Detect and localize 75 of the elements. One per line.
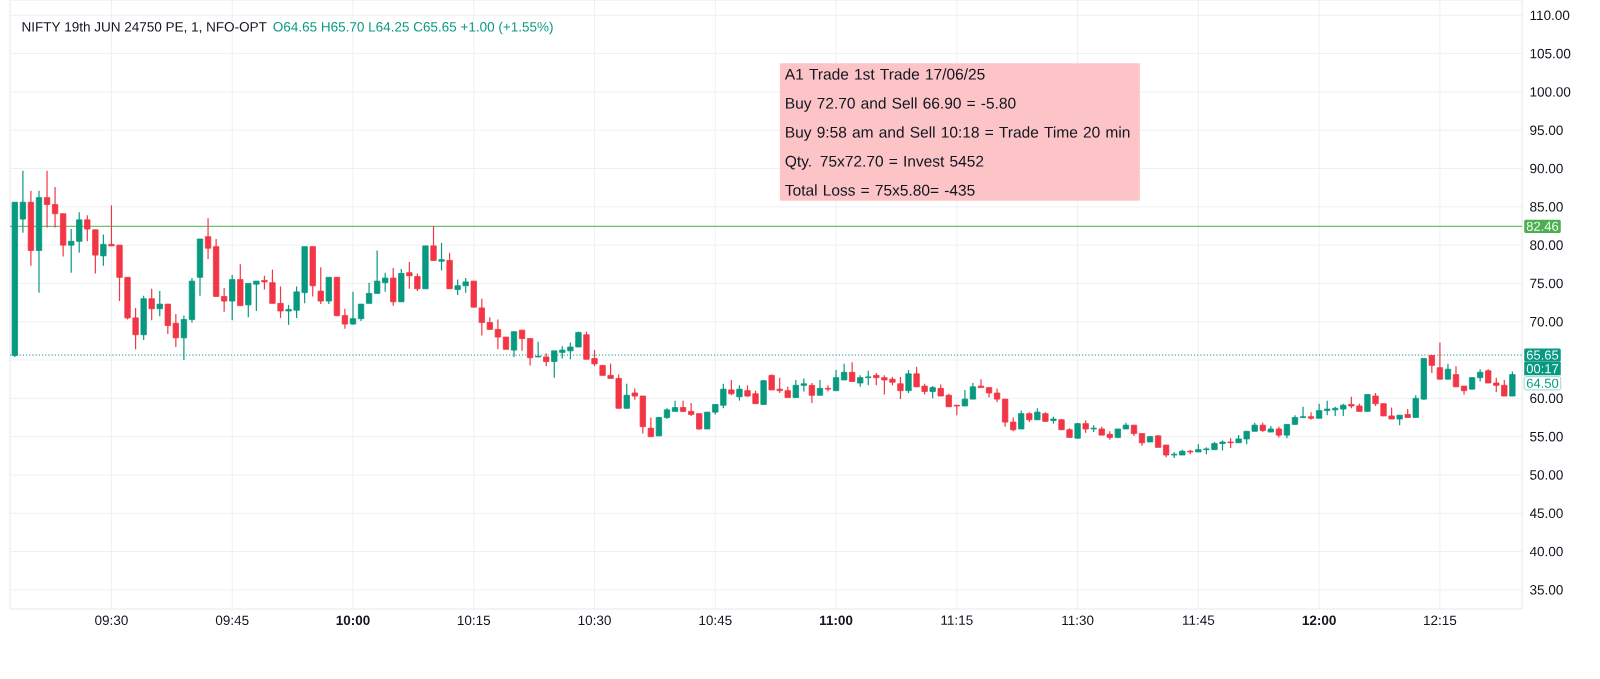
candlestick — [317, 266, 324, 305]
x-tick-label: 11:30 — [1062, 615, 1094, 626]
candlestick — [51, 186, 59, 229]
y-tick-label: 85.00 — [1530, 202, 1563, 212]
ref-line-label: 82.46 — [1526, 221, 1559, 231]
candlestick — [518, 329, 526, 352]
y-tick-label: 45.00 — [1529, 508, 1563, 519]
candlestick — [390, 267, 397, 307]
x-tick-label: 10:30 — [578, 615, 611, 626]
y-tick-label: 110.00 — [1530, 10, 1570, 21]
y-tick-label: 50.00 — [1530, 470, 1563, 480]
y-tick-label: 90.00 — [1530, 163, 1563, 174]
x-tick-label: 10:45 — [699, 615, 732, 626]
candlestick — [148, 288, 155, 321]
x-tick-label: 11:45 — [1183, 615, 1215, 625]
candlestick — [430, 225, 437, 262]
y-tick-label: 60.00 — [1530, 393, 1563, 404]
x-tick-label: 09:45 — [215, 615, 249, 626]
x-tick-label: 12:00 — [1302, 615, 1336, 626]
candlestick — [832, 369, 840, 392]
x-tick-label: 10:15 — [457, 615, 491, 626]
candlestick — [977, 378, 985, 389]
annotation: Buy 9:58 am and Sell 10:18 = Trade Time 20 min — [786, 126, 1130, 141]
y-tick-label: 95.00 — [1530, 125, 1563, 135]
y-tick-label: 70.00 — [1530, 316, 1563, 327]
candlestick — [897, 376, 904, 400]
y-tick-label: 35.00 — [1530, 585, 1563, 595]
candlestick — [849, 361, 856, 383]
y-tick-label: 55.00 — [1530, 431, 1563, 442]
candlestick — [671, 400, 679, 412]
candlestick — [1299, 406, 1307, 419]
candlestick — [19, 170, 27, 234]
x-tick-label: 11:15 — [941, 615, 973, 625]
candlestick — [1436, 341, 1444, 380]
y-tick-label: 100.00 — [1530, 87, 1571, 97]
x-tick-label: 12:15 — [1424, 615, 1457, 626]
ref-line-label: 65.65 — [1526, 350, 1559, 360]
x-tick-label: 11:00 — [820, 615, 853, 626]
candlestick — [349, 291, 357, 326]
candlestick — [494, 318, 502, 350]
candlestick — [1509, 370, 1516, 397]
candlestick — [229, 274, 236, 321]
candlestick — [325, 276, 332, 305]
x-tick-label: 09:30 — [95, 615, 128, 626]
text: NIFTY 19th JUN 24750 PE, 1, NFO-OPT — [22, 21, 267, 34]
annotation: Total Loss = 75x5.80= -435 — [785, 184, 975, 196]
candlestick — [647, 416, 655, 438]
y-tick-label: 105.00 — [1530, 48, 1571, 59]
candlestick — [365, 282, 373, 304]
candlestick — [623, 383, 630, 409]
candlestick — [1307, 411, 1315, 421]
text: O64.65 H65.70 L64.25 C65.65 +1.00 (+1.55%) — [273, 21, 553, 35]
annotation: Qty. 75x72.70 = Invest 5452 — [785, 155, 984, 170]
y-tick-label: 40.00 — [1529, 546, 1563, 557]
text: 64.50 — [1526, 378, 1559, 388]
annotation: Buy 72.70 and Sell 66.90 = -5.80 — [786, 97, 1016, 112]
candlestick — [1452, 365, 1460, 388]
annotation: A1 Trade 1st Trade 17/06/25 — [784, 68, 985, 80]
text: 00:17 — [1526, 364, 1559, 374]
candlestick — [204, 217, 212, 260]
candlestick — [100, 233, 107, 267]
x-tick-label: 10:00 — [336, 615, 370, 626]
candlestick — [1018, 409, 1025, 430]
y-tick-label: 80.00 — [1530, 240, 1563, 250]
candlestick — [527, 337, 534, 366]
candlestick — [905, 369, 912, 394]
candlestick — [341, 308, 349, 330]
candlestick — [43, 170, 51, 229]
candlestick — [156, 290, 163, 317]
candlestick — [808, 382, 816, 404]
candlestick — [760, 379, 767, 406]
candlestick — [438, 242, 445, 272]
candlestick — [406, 261, 413, 290]
y-tick-label: 75.00 — [1530, 278, 1563, 289]
candlestick — [824, 384, 832, 393]
